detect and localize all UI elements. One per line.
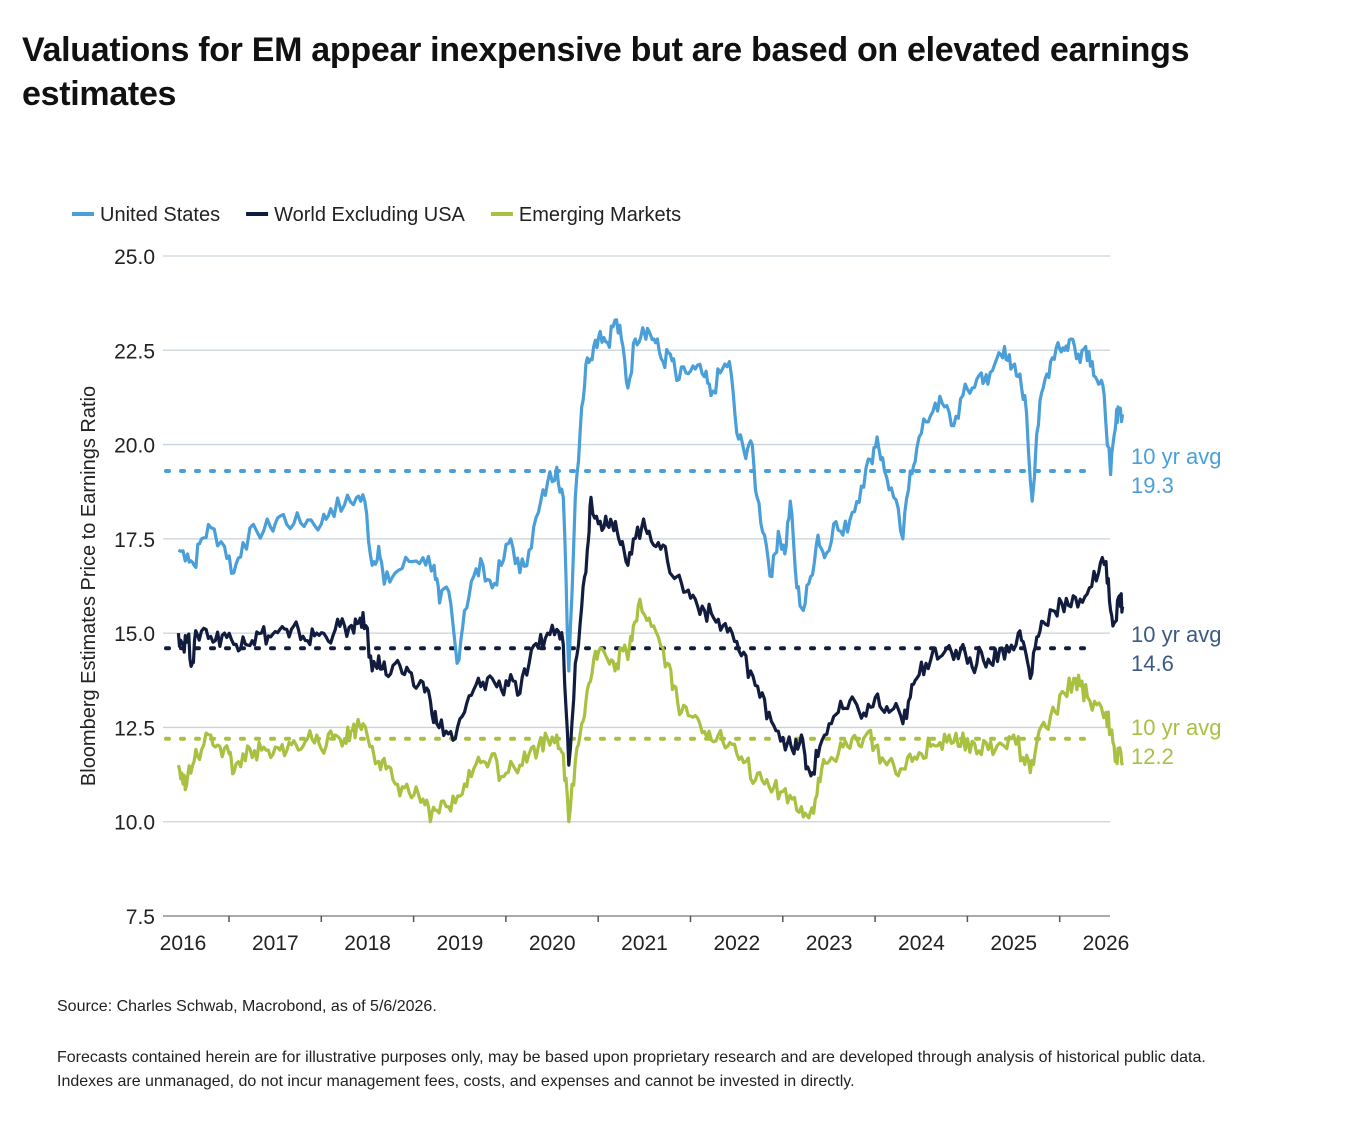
y-tick-label: 15.0 (114, 623, 155, 646)
x-tick-label: 2018 (344, 932, 391, 955)
legend-label: United States (100, 204, 220, 226)
y-axis-label: Bloomberg Estimates Price to Earnings Ra… (78, 386, 100, 786)
x-tick-label: 2016 (160, 932, 207, 955)
x-tick-label: 2021 (621, 932, 668, 955)
disclaimer-note: Forecasts contained herein are for illus… (57, 1049, 1206, 1090)
avg-label: 10 yr avg (1131, 715, 1222, 740)
legend: United States World Excluding USA Emerging… (72, 204, 681, 226)
y-tick-label: 10.0 (114, 812, 155, 835)
axes: 7.5 10.0 12.5 15.0 17.5 20.0 22.5 25.0 2016 2017 2… (114, 246, 1129, 955)
avg-label: 10 yr avg (1131, 444, 1222, 469)
y-tick-label: 7.5 (126, 906, 155, 929)
avg-label: 19.3 (1131, 473, 1174, 498)
y-tick-label: 12.5 (114, 717, 155, 740)
series-line-emerging-markets (176, 597, 1125, 824)
legend-label: World Excluding USA (274, 204, 465, 226)
series-line-world-excluding-usa (176, 495, 1125, 778)
series-line-united-states (177, 318, 1125, 673)
legend-label: Emerging Markets (519, 204, 681, 226)
x-tick-label: 2019 (437, 932, 484, 955)
series-lines (176, 318, 1125, 824)
y-tick-label: 25.0 (114, 246, 155, 269)
x-tick-label: 2026 (1083, 932, 1130, 955)
chart-title: Valuations for EM appear inexpensive but… (22, 31, 1190, 113)
y-tick-label: 17.5 (114, 529, 155, 552)
x-tick-label: 2024 (898, 932, 945, 955)
x-tick-label: 2023 (806, 932, 853, 955)
pe-ratio-chart: United States World Excluding USA Emerging… (72, 204, 1222, 955)
avg-label: 10 yr avg (1131, 622, 1222, 647)
x-tick-label: 2025 (990, 932, 1037, 955)
y-tick-label: 20.0 (114, 435, 155, 458)
x-tick-label: 2022 (713, 932, 760, 955)
source-note: Source: Charles Schwab, Macrobond, as of… (57, 998, 437, 1015)
avg-label: 14.6 (1131, 651, 1174, 676)
avg-label: 12.2 (1131, 744, 1174, 769)
y-tick-label: 22.5 (114, 340, 155, 363)
x-tick-label: 2017 (252, 932, 299, 955)
x-tick-label: 2020 (529, 932, 576, 955)
